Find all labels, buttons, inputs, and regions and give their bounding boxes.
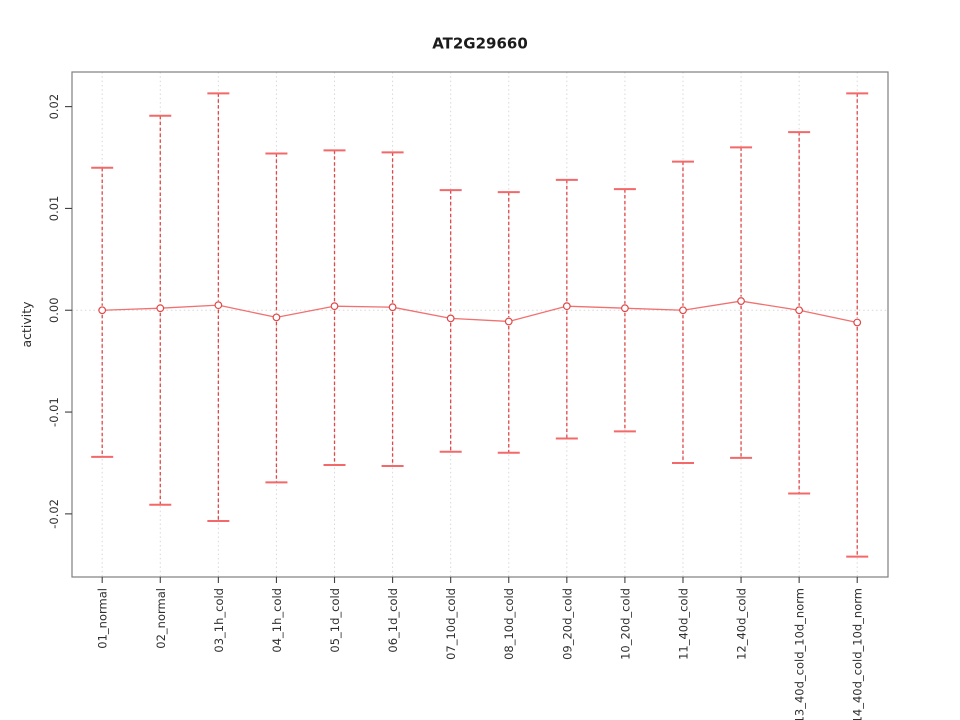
error-bar — [497, 191, 520, 454]
plot-box — [71, 71, 889, 578]
data-point-marker — [156, 304, 165, 313]
x-tick-label: 13_40d_cold_10d_norm — [793, 588, 807, 720]
x-tick-label: 04_1h_cold — [270, 588, 284, 653]
x-tick-label: 08_10d_cold — [502, 588, 516, 660]
error-bar — [613, 188, 636, 433]
data-point-marker — [795, 306, 804, 315]
error-bar — [439, 189, 462, 453]
error-bar — [381, 151, 404, 468]
data-point-marker — [853, 318, 862, 327]
chart-title: AT2G29660 — [432, 35, 528, 53]
data-point-marker — [562, 302, 571, 311]
error-bar — [323, 149, 346, 467]
data-point-marker — [388, 303, 397, 312]
x-tick-label: 06_1d_cold — [386, 588, 400, 653]
x-tick-label: 12_40d_cold — [735, 588, 749, 660]
x-tick-label: 05_1d_cold — [328, 588, 342, 653]
x-tick-label: 09_20d_cold — [560, 588, 574, 660]
x-tick-label: 11_40d_cold — [676, 588, 690, 660]
y-tick-label: 0.02 — [47, 94, 61, 120]
data-point-marker — [737, 297, 745, 305]
plot-area: -0.02 -0.01 0.00 0.01 0.02 01_normal 02_normal… — [47, 71, 889, 720]
error-bar — [555, 178, 578, 440]
data-point-marker — [679, 306, 687, 315]
x-tick-label: 02_normal — [154, 588, 168, 649]
error-bar — [846, 92, 869, 558]
y-tick-label: -0.01 — [47, 397, 61, 427]
x-tick-label: 10_20d_cold — [618, 588, 632, 660]
x-tick-label: 14_40d_cold_10d_norm — [851, 588, 865, 720]
data-point-marker — [504, 317, 513, 326]
data-point-marker — [214, 301, 223, 310]
series-line — [102, 300, 858, 324]
data-point-marker — [272, 313, 281, 322]
data-point-marker — [98, 306, 107, 315]
error-bar — [671, 160, 694, 464]
x-tick-label: 01_normal — [96, 588, 110, 649]
error-bar — [265, 152, 288, 484]
y-tick-label: -0.02 — [47, 499, 61, 529]
x-tick-label: 03_1h_cold — [212, 588, 226, 653]
error-bar — [788, 131, 811, 495]
data-point-marker — [330, 302, 339, 311]
error-bar — [730, 146, 753, 459]
data-point-marker — [621, 304, 629, 313]
y-tick-label: 0.00 — [47, 297, 61, 323]
error-bar — [149, 114, 172, 506]
data-point-marker — [446, 314, 455, 323]
x-tick-label: 07_10d_cold — [444, 588, 458, 660]
y-tick-label: 0.01 — [47, 196, 61, 222]
error-bar — [207, 92, 230, 523]
y-axis-label: activity — [19, 301, 34, 348]
error-bar — [91, 166, 114, 458]
